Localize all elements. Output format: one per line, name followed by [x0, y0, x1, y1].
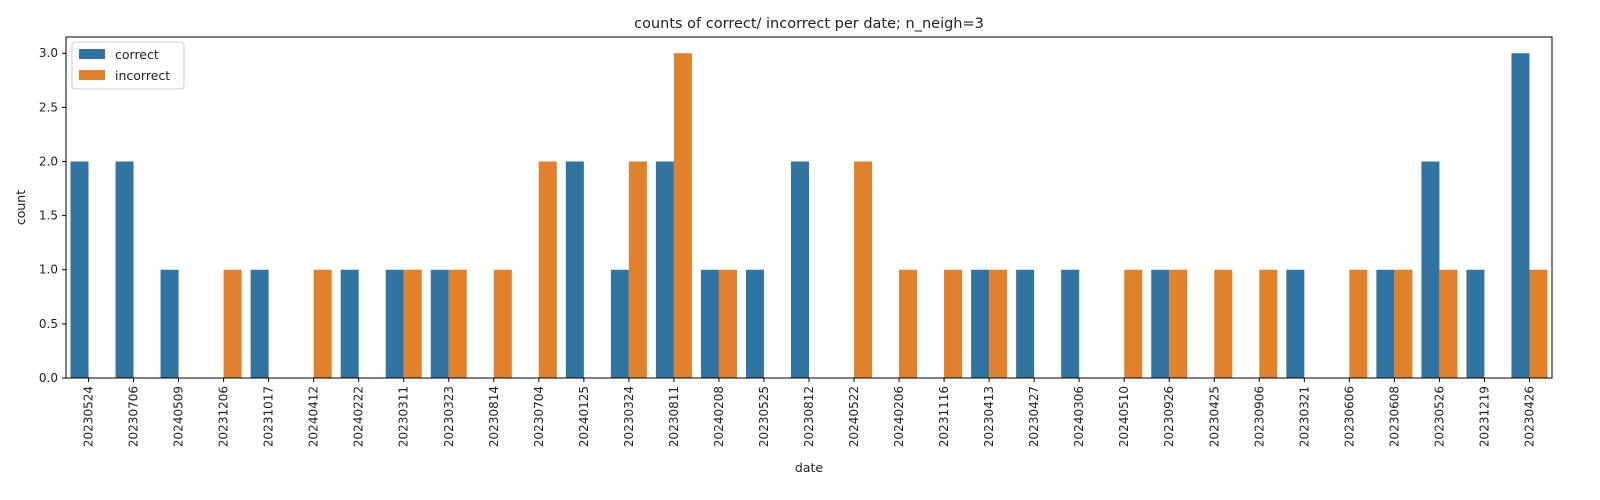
y-tick-label: 1.0	[39, 263, 58, 277]
bar-correct-20240509	[160, 269, 179, 378]
bar-correct-20230608	[1376, 269, 1395, 378]
bar-incorrect-20240522	[854, 161, 873, 378]
bar-correct-20240306	[1061, 269, 1080, 378]
x-tick-label: 20230608	[1387, 386, 1401, 447]
y-axis: 0.0 0.5 1.0 1.5 2.0 2.5 3.0	[39, 46, 66, 385]
bar-correct-20231017	[250, 269, 269, 378]
bar-incorrect-20230608	[1394, 269, 1413, 378]
bar-incorrect-20240412	[313, 269, 332, 378]
y-tick-label: 0.0	[39, 371, 58, 385]
x-tick-label: 20240510	[1117, 386, 1131, 447]
bar-correct-20230427	[1016, 269, 1035, 378]
x-tick-label: 20231206	[217, 386, 231, 447]
x-tick-label: 20231219	[1477, 386, 1491, 447]
x-tick-label: 20230926	[1162, 386, 1176, 447]
bar-correct-20231219	[1466, 269, 1485, 378]
bar-incorrect-20240206	[899, 269, 918, 378]
legend-label-incorrect: incorrect	[115, 68, 170, 83]
bar-incorrect-20230526	[1439, 269, 1458, 378]
bar-correct-20230526	[1421, 161, 1440, 378]
legend-swatch-correct	[79, 49, 105, 59]
legend-label-correct: correct	[115, 47, 159, 62]
x-tick-label: 20230812	[802, 386, 816, 447]
x-tick-label: 20230413	[982, 386, 996, 447]
x-tick-label: 20240208	[712, 386, 726, 447]
x-tick-label: 20230524	[82, 386, 96, 447]
x-tick-label: 20230814	[487, 386, 501, 447]
x-tick-label: 20231017	[262, 386, 276, 447]
x-tick-label: 20230906	[1252, 386, 1266, 447]
bar-correct-20230321	[1286, 269, 1305, 378]
bar-incorrect-20231116	[944, 269, 963, 378]
x-tick-label: 20230706	[127, 386, 141, 447]
bar-incorrect-20240510	[1124, 269, 1143, 378]
x-tick-label: 20240412	[307, 386, 321, 447]
bar-incorrect-20230425	[1214, 269, 1233, 378]
bar-incorrect-20230413	[989, 269, 1008, 378]
y-axis-title: count	[13, 190, 28, 225]
bar-correct-20230311	[385, 269, 404, 378]
x-tick-label: 20240222	[352, 386, 366, 447]
x-tick-label: 20240509	[172, 386, 186, 447]
y-tick-label: 2.0	[39, 154, 58, 168]
bar-incorrect-20231206	[223, 269, 242, 378]
bars-layer	[70, 53, 1548, 378]
bar-incorrect-20230704	[538, 161, 557, 378]
x-tick-label: 20240306	[1072, 386, 1086, 447]
x-tick-label: 20230311	[397, 386, 411, 447]
bar-correct-20230323	[430, 269, 449, 378]
bar-correct-20230706	[115, 161, 134, 378]
bar-incorrect-20230606	[1349, 269, 1368, 378]
bar-correct-20230812	[790, 161, 809, 378]
x-tick-label: 20230606	[1342, 386, 1356, 447]
y-tick-label: 3.0	[39, 46, 58, 60]
x-tick-label: 20230526	[1432, 386, 1446, 447]
x-tick-label: 20240206	[892, 386, 906, 447]
bar-incorrect-20230311	[403, 269, 422, 378]
chart-title: counts of correct/ incorrect per date; n…	[634, 16, 984, 32]
x-tick-label: 20240522	[847, 386, 861, 447]
x-tick-label: 20240125	[577, 386, 591, 447]
bar-incorrect-20240208	[718, 269, 737, 378]
legend: correct incorrect	[71, 41, 185, 90]
bar-incorrect-20230926	[1169, 269, 1188, 378]
bar-correct-20240208	[700, 269, 719, 378]
bar-correct-20230926	[1151, 269, 1170, 378]
legend-swatch-incorrect	[79, 70, 105, 80]
bar-correct-20230525	[745, 269, 764, 378]
bar-correct-20230524	[70, 161, 89, 378]
x-tick-label: 20230426	[1522, 386, 1536, 447]
bar-incorrect-20230906	[1259, 269, 1278, 378]
y-tick-label: 1.5	[39, 209, 58, 223]
bar-incorrect-20230426	[1529, 269, 1548, 378]
y-tick-label: 2.5	[39, 100, 58, 114]
bar-incorrect-20230323	[448, 269, 467, 378]
x-tick-label: 20231116	[937, 386, 951, 447]
x-tick-label: 20230811	[667, 386, 681, 447]
x-tick-label: 20230324	[622, 386, 636, 447]
x-tick-label: 20230323	[442, 386, 456, 447]
y-tick-label: 0.5	[39, 317, 58, 331]
bar-incorrect-20230814	[493, 269, 512, 378]
bar-incorrect-20230811	[673, 53, 692, 378]
x-tick-label: 20230427	[1027, 386, 1041, 447]
bar-incorrect-20230324	[628, 161, 647, 378]
x-tick-label: 20230321	[1297, 386, 1311, 447]
bar-correct-20230426	[1511, 53, 1530, 378]
bar-correct-20240222	[340, 269, 359, 378]
bar-correct-20240125	[565, 161, 584, 378]
bar-correct-20230413	[971, 269, 990, 378]
bar-correct-20230324	[610, 269, 629, 378]
x-axis: 20230524 20230706 20240509 20231206 20231017…	[82, 378, 1536, 447]
x-tick-label: 20230525	[757, 386, 771, 447]
x-tick-label: 20230704	[532, 386, 546, 447]
bar-correct-20230811	[655, 161, 674, 378]
x-axis-title: date	[795, 460, 823, 475]
x-tick-label: 20230425	[1207, 386, 1221, 447]
